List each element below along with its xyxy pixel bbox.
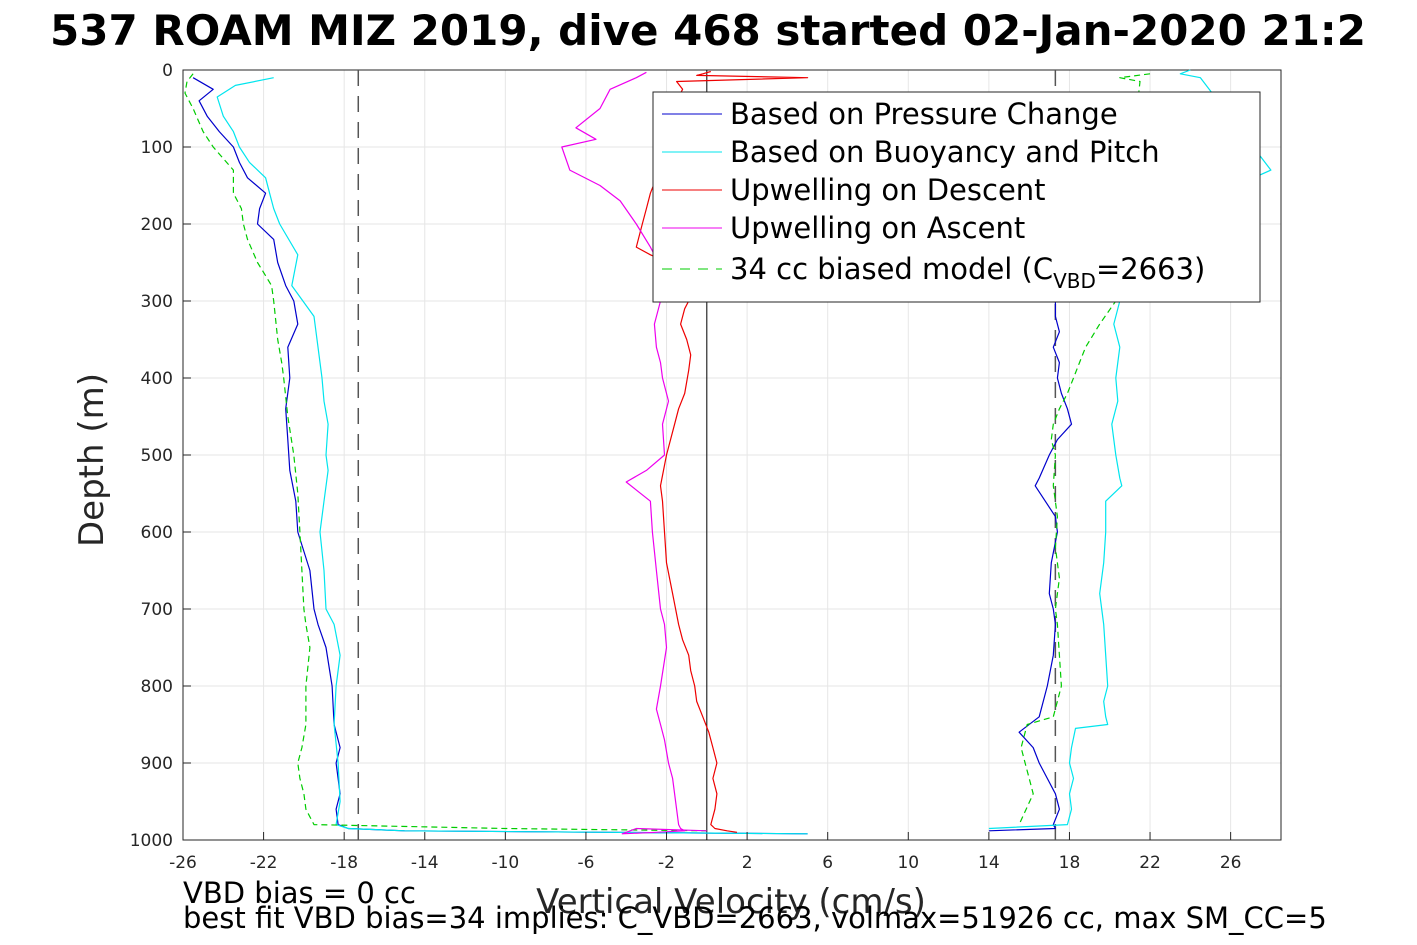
legend-label: Based on Buoyancy and Pitch xyxy=(730,135,1160,169)
x-tick-label: -18 xyxy=(330,853,358,873)
x-tick-label: -10 xyxy=(491,853,519,873)
best-fit-note: best fit VBD bias=34 implies: C_VBD=2663… xyxy=(183,901,1327,935)
legend-entry-biased-model: 34 cc biased model (CVBD=2663) xyxy=(662,252,1205,293)
x-tick-label: 6 xyxy=(822,853,833,873)
x-tick-label: -22 xyxy=(250,853,278,873)
y-tick-label: 600 xyxy=(141,523,173,543)
y-tick-label: 500 xyxy=(141,446,173,466)
chart-title: 537 ROAM MIZ 2019, dive 468 started 02-J… xyxy=(50,6,1366,55)
legend-label: Based on Pressure Change xyxy=(730,97,1118,131)
x-ticks: -26 -22 -18 -14 -10 -6 -2 2 6 10 14 18 22 26 xyxy=(169,832,1241,873)
x-tick-label: 10 xyxy=(897,853,919,873)
x-tick-label: -6 xyxy=(577,853,594,873)
vbd-bias-note: VBD bias = 0 cc xyxy=(183,876,416,910)
x-axis-label: Vertical Velocity (cm/s) xyxy=(536,882,926,922)
legend-model-subscript: VBD xyxy=(1053,269,1096,293)
x-tick-label: 26 xyxy=(1220,853,1242,873)
legend-box xyxy=(652,91,1261,303)
x-tick-label: -14 xyxy=(411,853,439,873)
y-ticks: 0 100 200 300 400 500 600 700 800 900 1000 xyxy=(130,61,191,851)
legend-entry-upwelling-ascent: Upwelling on Ascent xyxy=(662,211,1025,245)
y-tick-label: 800 xyxy=(141,677,173,697)
y-tick-label: 1000 xyxy=(130,831,173,851)
y-tick-label: 700 xyxy=(141,600,173,620)
legend-label: Upwelling on Ascent xyxy=(730,211,1025,245)
x-tick-label: 22 xyxy=(1139,853,1161,873)
x-tick-label: 18 xyxy=(1059,853,1081,873)
series-line xyxy=(988,301,1073,832)
x-tick-label: 2 xyxy=(742,853,753,873)
y-axis-label: Depth (m) xyxy=(72,373,112,547)
x-tick-label: -26 xyxy=(169,853,197,873)
y-tick-label: 400 xyxy=(141,369,173,389)
legend: Based on Pressure Change Based on Buoyan… xyxy=(652,91,1261,303)
y-tick-label: 900 xyxy=(141,754,173,774)
legend-model-suffix: =2663) xyxy=(1096,252,1205,286)
legend-label: 34 cc biased model (CVBD=2663) xyxy=(730,252,1205,293)
series-line xyxy=(561,71,707,835)
series-line xyxy=(216,77,808,835)
legend-model-prefix: 34 cc biased model (C xyxy=(730,252,1053,286)
y-tick-label: 100 xyxy=(141,138,173,158)
series-line xyxy=(184,73,707,832)
legend-label: Upwelling on Descent xyxy=(730,173,1046,207)
series-line xyxy=(1018,73,1151,825)
legend-entry-buoyancy: Based on Buoyancy and Pitch xyxy=(662,135,1160,169)
legend-entry-pressure: Based on Pressure Change xyxy=(662,97,1118,131)
x-tick-label: 14 xyxy=(978,853,1000,873)
x-tick-label: -2 xyxy=(658,853,675,873)
y-tick-label: 300 xyxy=(141,292,173,312)
y-tick-label: 0 xyxy=(162,61,173,81)
legend-entry-upwelling-descent: Upwelling on Descent xyxy=(662,173,1046,207)
y-tick-label: 200 xyxy=(141,215,173,235)
